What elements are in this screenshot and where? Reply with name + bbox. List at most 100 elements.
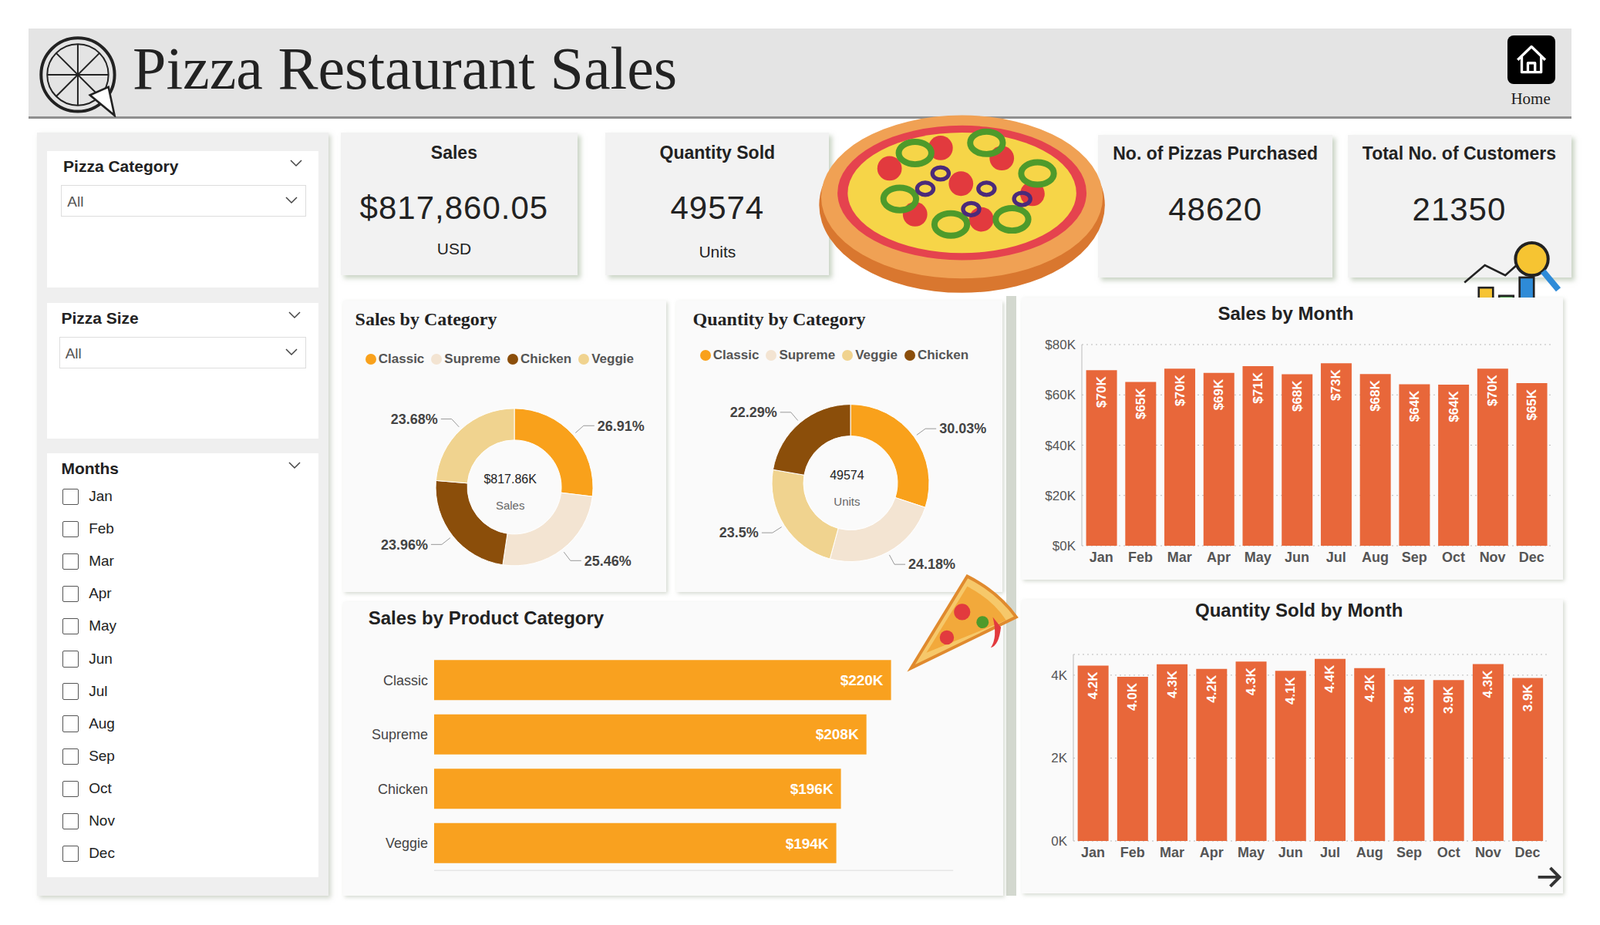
svg-text:4.4K: 4.4K bbox=[1322, 664, 1338, 694]
svg-text:$70K: $70K bbox=[1485, 374, 1500, 407]
svg-text:Oct: Oct bbox=[1436, 844, 1460, 860]
svg-text:0K: 0K bbox=[1050, 834, 1068, 849]
svg-text:Mar: Mar bbox=[1159, 844, 1185, 860]
svg-text:$69K: $69K bbox=[1211, 378, 1227, 411]
svg-text:Aug: Aug bbox=[1355, 844, 1383, 860]
svg-text:$0K: $0K bbox=[1051, 538, 1076, 554]
svg-text:Jan: Jan bbox=[1089, 549, 1114, 566]
svg-text:$208K: $208K bbox=[815, 726, 859, 743]
html-text:Jan: Jan bbox=[88, 488, 113, 505]
html-text:$817,860.05: $817,860.05 bbox=[359, 189, 549, 226]
svg-text:Jun: Jun bbox=[1284, 549, 1310, 566]
svg-text:$65K: $65K bbox=[1133, 387, 1149, 420]
html-text:48620: 48620 bbox=[1168, 191, 1263, 228]
html-text:49574: 49574 bbox=[670, 189, 765, 226]
svg-text:Jan: Jan bbox=[1081, 844, 1105, 860]
html-text:Units: Units bbox=[698, 243, 736, 261]
svg-text:4.3K: 4.3K bbox=[1243, 666, 1259, 696]
html-text:No. of Pizzas Purchased: No. of Pizzas Purchased bbox=[1112, 143, 1318, 164]
svg-text:Sep: Sep bbox=[1396, 844, 1422, 860]
html-text:May: May bbox=[88, 617, 117, 635]
svg-text:4.2K: 4.2K bbox=[1361, 673, 1377, 703]
svg-text:23.68%: 23.68% bbox=[390, 411, 438, 428]
svg-text:Apr: Apr bbox=[1199, 844, 1224, 860]
svg-text:Feb: Feb bbox=[1120, 844, 1146, 860]
svg-text:4.0K: 4.0K bbox=[1125, 682, 1140, 711]
html-text:Quantity by Category: Quantity by Category bbox=[692, 309, 866, 330]
svg-text:4K: 4K bbox=[1050, 667, 1068, 683]
svg-text:24.18%: 24.18% bbox=[908, 557, 956, 573]
html-text:Mar: Mar bbox=[88, 553, 115, 570]
svg-text:$220K: $220K bbox=[839, 672, 883, 689]
svg-text:$73K: $73K bbox=[1328, 369, 1344, 401]
svg-text:Nov: Nov bbox=[1475, 844, 1502, 860]
svg-text:26.91%: 26.91% bbox=[596, 418, 644, 435]
svg-text:4.1K: 4.1K bbox=[1283, 676, 1298, 705]
svg-text:$68K: $68K bbox=[1367, 380, 1383, 412]
svg-text:Veggie: Veggie bbox=[385, 835, 428, 852]
html-text:Pizza Size: Pizza Size bbox=[61, 309, 139, 328]
svg-text:Aug: Aug bbox=[1361, 549, 1389, 566]
html-text:All: All bbox=[65, 345, 82, 362]
svg-text:4.2K: 4.2K bbox=[1085, 670, 1101, 700]
svg-text:$68K: $68K bbox=[1289, 380, 1304, 412]
html-text:Home: Home bbox=[1510, 89, 1551, 108]
html-text:Quantity Sold: Quantity Sold bbox=[659, 142, 776, 163]
svg-text:2K: 2K bbox=[1050, 751, 1068, 766]
html-text:Months: Months bbox=[61, 459, 119, 478]
svg-text:Sep: Sep bbox=[1401, 549, 1427, 566]
svg-text:Chicken: Chicken bbox=[377, 781, 428, 798]
svg-text:Jun: Jun bbox=[1277, 844, 1303, 860]
html-text:21350: 21350 bbox=[1412, 191, 1507, 228]
html-text:All: All bbox=[67, 193, 84, 210]
svg-text:Mar: Mar bbox=[1167, 549, 1193, 566]
svg-text:23.96%: 23.96% bbox=[380, 537, 428, 553]
svg-text:$80K: $80K bbox=[1044, 337, 1076, 353]
svg-text:$40K: $40K bbox=[1044, 438, 1076, 454]
svg-text:22.29%: 22.29% bbox=[730, 405, 778, 422]
svg-text:$64K: $64K bbox=[1445, 390, 1461, 422]
svg-text:Supreme: Supreme bbox=[371, 727, 428, 743]
svg-text:$71K: $71K bbox=[1250, 371, 1266, 404]
svg-text:Apr: Apr bbox=[1206, 549, 1231, 566]
svg-text:$60K: $60K bbox=[1044, 387, 1076, 403]
svg-text:Nov: Nov bbox=[1478, 549, 1506, 566]
svg-text:3.9K: 3.9K bbox=[1401, 685, 1417, 715]
svg-text:30.03%: 30.03% bbox=[939, 421, 987, 438]
svg-text:$70K: $70K bbox=[1094, 376, 1109, 408]
html-text:Apr: Apr bbox=[88, 585, 112, 602]
svg-text:$194K: $194K bbox=[784, 835, 829, 853]
html-text:Sales by Month: Sales by Month bbox=[1217, 303, 1354, 325]
html-text:Sales by Category: Sales by Category bbox=[355, 309, 497, 330]
svg-text:Feb: Feb bbox=[1128, 549, 1153, 566]
html-text:Sales by Product Category: Sales by Product Category bbox=[368, 607, 604, 629]
svg-text:4.3K: 4.3K bbox=[1164, 670, 1179, 699]
html-text:USD: USD bbox=[436, 240, 472, 258]
svg-text:Oct: Oct bbox=[1441, 549, 1466, 566]
svg-text:$65K: $65K bbox=[1524, 388, 1540, 421]
svg-text:$64K: $64K bbox=[1407, 390, 1422, 422]
svg-text:May: May bbox=[1237, 844, 1265, 860]
svg-text:3.9K: 3.9K bbox=[1441, 685, 1456, 715]
svg-text:$20K: $20K bbox=[1044, 488, 1076, 504]
svg-text:Jul: Jul bbox=[1320, 844, 1341, 860]
html-text:Pizza Category: Pizza Category bbox=[63, 157, 179, 176]
html-text:Feb: Feb bbox=[88, 520, 115, 537]
svg-text:3.9K: 3.9K bbox=[1519, 683, 1535, 712]
svg-text:$196K: $196K bbox=[789, 781, 833, 798]
html-text:Pizza Restaurant Sales: Pizza Restaurant Sales bbox=[132, 34, 678, 102]
svg-text:4.3K: 4.3K bbox=[1480, 669, 1496, 698]
svg-text:May: May bbox=[1243, 549, 1271, 566]
html-text:Jul: Jul bbox=[88, 682, 108, 700]
svg-text:Dec: Dec bbox=[1514, 844, 1540, 860]
html-text:Quantity Sold by Month: Quantity Sold by Month bbox=[1195, 600, 1403, 621]
html-text:Total No. of Customers: Total No. of Customers bbox=[1362, 143, 1557, 164]
svg-text:Jul: Jul bbox=[1325, 549, 1346, 566]
svg-text:4.2K: 4.2K bbox=[1204, 674, 1220, 704]
svg-text:$70K: $70K bbox=[1172, 374, 1187, 407]
svg-text:Dec: Dec bbox=[1519, 549, 1545, 566]
svg-text:Classic: Classic bbox=[383, 673, 428, 689]
html-text:Sales: Sales bbox=[430, 142, 478, 163]
svg-text:23.5%: 23.5% bbox=[719, 525, 759, 542]
svg-text:25.46%: 25.46% bbox=[583, 553, 631, 570]
